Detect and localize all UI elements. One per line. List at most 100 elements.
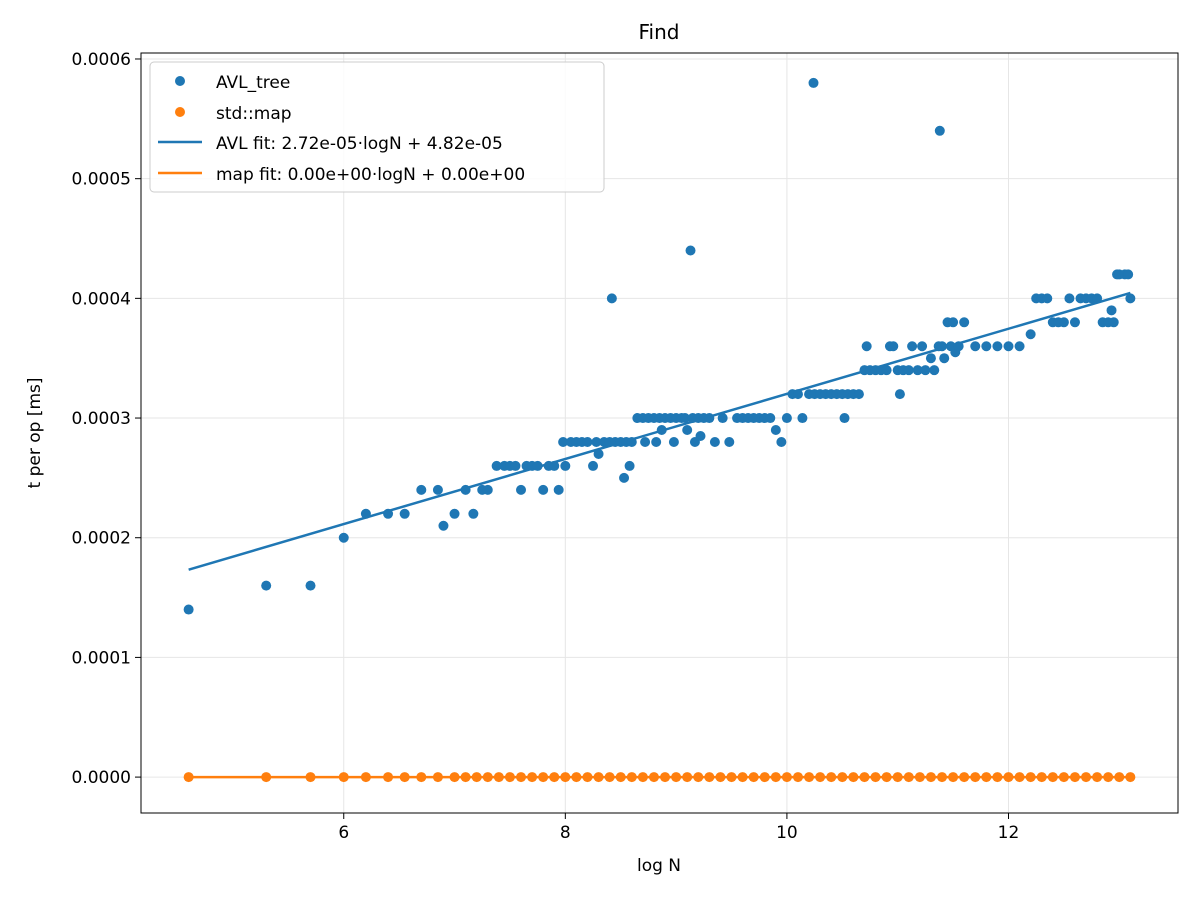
y-tick-label: 0.0001 — [72, 648, 131, 668]
std-map-point — [682, 772, 693, 783]
x-tick-label: 8 — [560, 823, 571, 843]
avl-tree-point — [532, 460, 543, 471]
avl-tree-point — [668, 436, 679, 447]
std-map-point — [1125, 772, 1136, 783]
std-map-point — [792, 772, 803, 783]
legend-box — [149, 61, 605, 193]
avl-tree-point — [261, 580, 272, 591]
std-map-point — [1069, 772, 1080, 783]
avl-tree-point — [338, 532, 349, 543]
avl-tree-point — [959, 317, 970, 328]
std-map-point — [759, 772, 770, 783]
x-tick-label: 6 — [338, 823, 349, 843]
avl-tree-point — [894, 389, 905, 400]
std-map-point — [970, 772, 981, 783]
avl-tree-point — [682, 425, 693, 436]
avl-tree-point — [438, 520, 449, 531]
std-map-point — [660, 772, 671, 783]
std-map-point — [360, 772, 371, 783]
std-map-point — [804, 772, 815, 783]
std-map-point — [1114, 772, 1125, 783]
std-map-point — [870, 772, 881, 783]
std-map-point — [471, 772, 482, 783]
avl-tree-point — [183, 604, 194, 615]
std-map-point — [815, 772, 826, 783]
x-tick-label: 12 — [998, 823, 1020, 843]
avl-tree-point — [1125, 293, 1136, 304]
x-axis-label: log N — [637, 856, 681, 876]
std-map-point — [504, 772, 515, 783]
std-map-point — [527, 772, 538, 783]
std-map-point — [460, 772, 471, 783]
avl-tree-point — [770, 425, 781, 436]
avl-tree-point — [416, 484, 427, 495]
avl-tree-point — [917, 341, 928, 352]
avl-tree-point — [695, 430, 706, 441]
avl-tree-point — [1092, 293, 1103, 304]
std-map-point — [1058, 772, 1069, 783]
std-map-point — [948, 772, 959, 783]
avl-tree-point — [651, 436, 662, 447]
avl-tree-point — [907, 341, 918, 352]
std-map-point — [881, 772, 892, 783]
avl-tree-point — [640, 436, 651, 447]
avl-tree-point — [853, 389, 864, 400]
avl-tree-point — [491, 460, 502, 471]
std-map-point — [648, 772, 659, 783]
avl-tree-point — [516, 484, 527, 495]
std-map-point — [626, 772, 637, 783]
avl-tree-point — [724, 436, 735, 447]
avl-tree-point — [619, 472, 630, 483]
std-map-point — [704, 772, 715, 783]
std-map-point — [1036, 772, 1047, 783]
std-map-point — [726, 772, 737, 783]
std-map-point — [925, 772, 936, 783]
avl-tree-point — [937, 341, 948, 352]
avl-tree-point — [925, 353, 936, 364]
y-axis-label: t per op [ms] — [25, 378, 45, 489]
avl-tree-point — [920, 365, 931, 376]
std-map-point — [571, 772, 582, 783]
avl-tree-point — [591, 436, 602, 447]
avl-tree-point — [948, 317, 959, 328]
std-map-point — [937, 772, 948, 783]
grid — [141, 53, 1178, 813]
avl-tree-point — [1025, 329, 1036, 340]
avl-tree-point — [1014, 341, 1025, 352]
std-map-point — [538, 772, 549, 783]
std-map-point — [637, 772, 648, 783]
chart-title: Find — [639, 20, 680, 44]
std-map-point — [837, 772, 848, 783]
avl-tree-point — [776, 436, 787, 447]
avl-tree-point — [717, 413, 728, 424]
avl-tree-point — [903, 365, 914, 376]
avl-tree-point — [593, 448, 604, 459]
std-map-point — [582, 772, 593, 783]
avl-tree-point — [1123, 269, 1134, 280]
avl-tree-point — [468, 508, 479, 519]
avl-tree-point — [888, 341, 899, 352]
std-map-point — [305, 772, 316, 783]
std-map-point — [183, 772, 194, 783]
avl-tree-point — [792, 389, 803, 400]
std-map-point — [593, 772, 604, 783]
std-map-point — [383, 772, 394, 783]
avl-tree-point — [582, 436, 593, 447]
avl-tree-point — [679, 413, 690, 424]
avl-tree-point — [709, 436, 720, 447]
y-tick-label: 0.0002 — [72, 529, 131, 549]
y-tick-label: 0.0000 — [72, 768, 131, 788]
avl-tree-point — [953, 341, 964, 352]
std-map-point — [1081, 772, 1092, 783]
avl-tree-point — [624, 460, 635, 471]
std-map-point — [1025, 772, 1036, 783]
std-map-point — [604, 772, 615, 783]
avl-tree-point — [606, 293, 617, 304]
std-map-point — [737, 772, 748, 783]
avl-tree-point — [1003, 341, 1014, 352]
std-map-point — [914, 772, 925, 783]
avl-tree-point — [970, 341, 981, 352]
std-map-point — [892, 772, 903, 783]
avl-tree-point — [553, 484, 564, 495]
y-tick-label: 0.0004 — [72, 289, 131, 309]
